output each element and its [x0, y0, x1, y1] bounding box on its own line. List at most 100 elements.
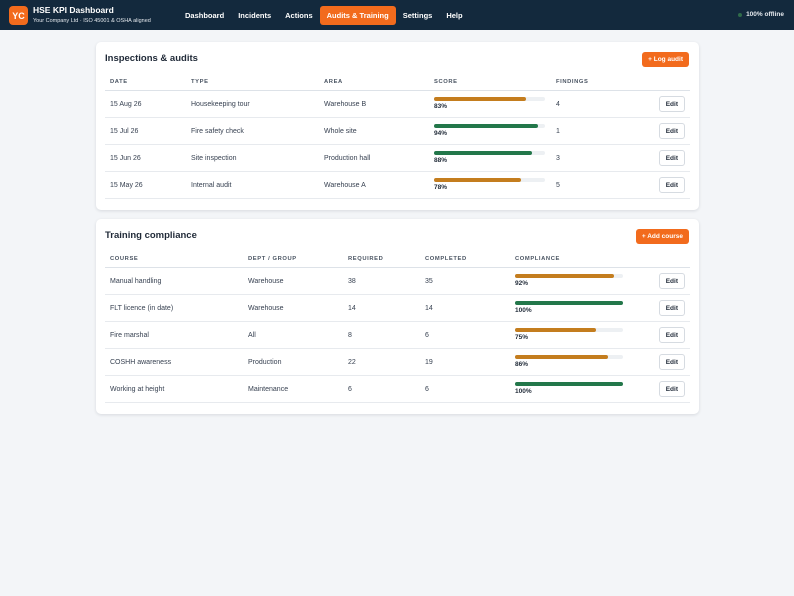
compliance-bar-fill: [515, 355, 608, 359]
offline-status: 100% offline: [738, 11, 784, 18]
course-completed: 19: [425, 359, 433, 366]
course-dept: Production: [248, 359, 282, 366]
compliance-bar: [515, 274, 623, 278]
inspections-audits-title: Inspections & audits: [105, 53, 198, 64]
table-row: 15 May 26 Internal audit Warehouse A 78% 5 Ed…: [105, 172, 690, 199]
nav-incidents[interactable]: Incidents: [238, 11, 272, 20]
course-dept: Maintenance: [248, 386, 289, 393]
edit-button[interactable]: Edit: [658, 273, 685, 289]
score-label: 83%: [434, 103, 448, 110]
course-required: 6: [348, 386, 352, 393]
edit-button[interactable]: Edit: [658, 354, 685, 370]
audit-type: Fire safety check: [191, 128, 244, 135]
compliance-bar-fill: [515, 328, 596, 332]
edit-button[interactable]: Edit: [658, 300, 685, 316]
column-header-dept-group: DEPT / GROUP: [248, 256, 297, 262]
course-completed: 6: [425, 386, 429, 393]
table-row: 15 Aug 26 Housekeeping tour Warehouse B 83%…: [105, 91, 690, 118]
score-cell: 83%: [434, 97, 545, 110]
compliance-bar-fill: [515, 301, 623, 305]
course-required: 14: [348, 305, 356, 312]
course-name: Fire marshal: [110, 332, 149, 339]
nav-dashboard[interactable]: Dashboard: [185, 11, 225, 20]
compliance-bar-fill: [515, 382, 623, 386]
nav-settings[interactable]: Settings: [402, 11, 433, 20]
audit-findings: 5: [556, 182, 560, 189]
table-row: Fire marshal All 8 6 75% Edit: [105, 322, 690, 349]
score-label: 78%: [434, 184, 448, 191]
compliance-label: 100%: [515, 388, 532, 395]
audit-type: Internal audit: [191, 182, 232, 189]
column-header-required: REQUIRED: [348, 256, 384, 262]
training-table-header: COURSE DEPT / GROUP REQUIRED COMPLETED C…: [105, 250, 690, 268]
column-header-type: TYPE: [191, 79, 209, 85]
log-audit-button[interactable]: + Log audit: [642, 52, 689, 67]
audit-type: Site inspection: [191, 155, 237, 162]
audits-table-header: DATE TYPE AREA SCORE FINDINGS: [105, 73, 690, 91]
table-row: 15 Jun 26 Site inspection Production hall 8…: [105, 145, 690, 172]
course-completed: 35: [425, 278, 433, 285]
audits-table: DATE TYPE AREA SCORE FINDINGS 15 Aug 26 H…: [105, 73, 690, 199]
score-cell: 78%: [434, 178, 545, 191]
table-row: FLT licence (in date) Warehouse 14 14 100% Ed…: [105, 295, 690, 322]
course-dept: Warehouse: [248, 305, 284, 312]
score-bar-fill: [434, 151, 532, 155]
compliance-bar: [515, 382, 623, 386]
compliance-bar: [515, 355, 623, 359]
training-table: COURSE DEPT / GROUP REQUIRED COMPLETED C…: [105, 250, 690, 403]
edit-button[interactable]: Edit: [658, 177, 685, 193]
edit-button[interactable]: Edit: [658, 96, 685, 112]
company-logo: YC: [9, 6, 28, 25]
nav-help[interactable]: Help: [446, 11, 463, 20]
course-name: Manual handling: [110, 278, 162, 285]
course-completed: 14: [425, 305, 433, 312]
score-bar-fill: [434, 97, 527, 101]
edit-button[interactable]: Edit: [658, 150, 685, 166]
audit-area: Whole site: [324, 128, 357, 135]
compliance-label: 92%: [515, 280, 529, 287]
audit-area: Production hall: [324, 155, 371, 162]
nav-audits-training[interactable]: Audits & Training: [319, 6, 396, 25]
column-header-date: DATE: [110, 79, 128, 85]
audit-area: Warehouse B: [324, 101, 367, 108]
score-cell: 88%: [434, 151, 545, 164]
course-required: 38: [348, 278, 356, 285]
main-nav: Dashboard Incidents Actions Audits & Tra…: [178, 6, 470, 25]
score-bar-fill: [434, 178, 521, 182]
compliance-cell: 92%: [515, 274, 623, 287]
audit-date: 15 Jul 26: [110, 128, 139, 135]
app-subtitle: Your Company Ltd · ISO 45001 & OSHA alig…: [33, 18, 151, 24]
audit-type: Housekeeping tour: [191, 101, 250, 108]
column-header-compliance: COMPLIANCE: [515, 256, 560, 262]
table-row: 15 Jul 26 Fire safety check Whole site 94% 1…: [105, 118, 690, 145]
score-bar: [434, 178, 545, 182]
course-name: FLT licence (in date): [110, 305, 174, 312]
offline-status-label: 100% offline: [746, 11, 784, 18]
add-course-button[interactable]: + Add course: [635, 229, 689, 244]
course-name: Working at height: [110, 386, 165, 393]
status-dot-icon: [738, 12, 743, 17]
compliance-bar: [515, 328, 623, 332]
score-cell: 94%: [434, 124, 545, 137]
audit-date: 15 May 26: [110, 182, 143, 189]
table-row: COSHH awareness Production 22 19 86% Edit: [105, 349, 690, 376]
audit-area: Warehouse A: [324, 182, 366, 189]
edit-button[interactable]: Edit: [658, 327, 685, 343]
score-label: 94%: [434, 130, 448, 137]
audit-date: 15 Jun 26: [110, 155, 141, 162]
nav-actions[interactable]: Actions: [285, 11, 313, 20]
compliance-cell: 86%: [515, 355, 623, 368]
inspections-audits-card: Inspections & audits + Log audit DATE TY…: [96, 42, 699, 210]
column-header-findings: FINDINGS: [556, 79, 589, 85]
score-bar: [434, 151, 545, 155]
score-bar: [434, 97, 545, 101]
audit-findings: 4: [556, 101, 560, 108]
course-completed: 6: [425, 332, 429, 339]
edit-button[interactable]: Edit: [658, 123, 685, 139]
edit-button[interactable]: Edit: [658, 381, 685, 397]
compliance-label: 75%: [515, 334, 529, 341]
score-label: 88%: [434, 157, 448, 164]
audit-date: 15 Aug 26: [110, 101, 142, 108]
compliance-cell: 100%: [515, 301, 623, 314]
training-compliance-card: Training compliance + Add course COURSE …: [96, 219, 699, 414]
